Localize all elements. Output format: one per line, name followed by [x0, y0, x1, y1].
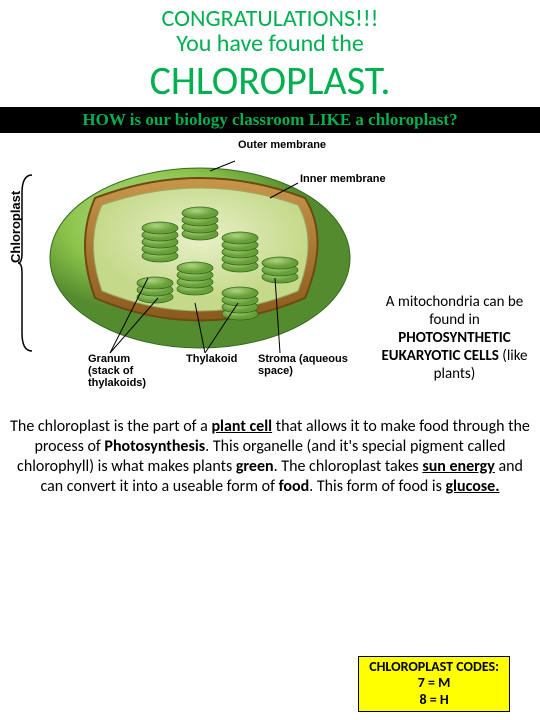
body-b1: plant cell	[211, 417, 272, 436]
header: CONGRATULATIONS!!! You have found the CH…	[0, 0, 540, 105]
side-note: A mitochondria can be found in PHOTOSYNT…	[377, 293, 532, 383]
body-b2: Photosynthesis	[104, 437, 205, 456]
codes-code1: 7 = M	[369, 675, 499, 692]
question-bar: HOW is our biology classroom LIKE a chlo…	[0, 107, 540, 133]
body-b3: green	[236, 457, 274, 476]
label-outer-membrane: Outer membrane	[238, 139, 326, 151]
body-t4: . The chloroplast takes	[274, 457, 423, 476]
codes-title: CHLOROPLAST CODES:	[369, 659, 499, 676]
label-inner-membrane: Inner membrane	[300, 173, 386, 185]
codes-box: CHLOROPLAST CODES: 7 = M 8 = H	[358, 656, 510, 712]
body-b6: glucose.	[445, 477, 499, 496]
body-b5: food	[279, 477, 310, 496]
page-title: CHLOROPLAST.	[0, 56, 540, 105]
codes-code2: 8 = H	[369, 692, 499, 709]
label-granum: Granum (stack of thylakoids)	[88, 353, 148, 389]
side-note-bold: PHOTOSYNTHETIC EUKARYOTIC CELLS	[381, 329, 510, 365]
body-b4: sun energy	[422, 457, 495, 476]
y-axis-label: Chloroplast	[8, 191, 23, 263]
body-t1: The chloroplast is the part of a	[10, 417, 211, 436]
body-t6: . This form of food is	[309, 477, 445, 496]
chloroplast-diagram: Chloroplast	[0, 133, 540, 403]
found-text: You have found the	[0, 29, 540, 58]
body-paragraph: The chloroplast is the part of a plant c…	[0, 403, 540, 497]
side-note-line1: A mitochondria can be found in	[386, 293, 523, 329]
label-thylakoid: Thylakoid	[186, 353, 237, 365]
label-stroma: Stroma (aqueous space)	[258, 353, 348, 377]
